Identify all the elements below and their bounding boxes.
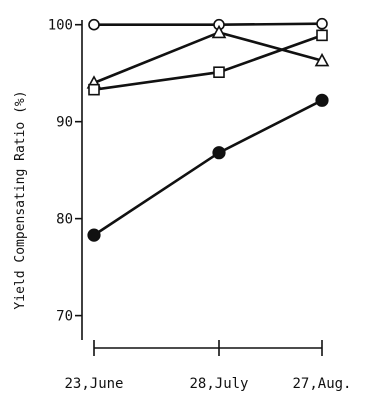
- series-group: [86, 17, 330, 242]
- data-point-filled-circle: [87, 228, 101, 242]
- y-tick-label: 90: [56, 115, 73, 131]
- series-line: [93, 31, 323, 85]
- x-tick-label: 23,June: [64, 376, 123, 392]
- data-point-open-triangle: [314, 52, 330, 67]
- data-point-open-circle: [88, 18, 100, 31]
- series-open-square: [88, 29, 328, 96]
- x-axis: 23,June 28,July 27,Aug.: [64, 340, 352, 392]
- x-tick-label: 28,July: [189, 376, 248, 392]
- series-line: [94, 22, 323, 26]
- series-open-circle: [88, 17, 328, 31]
- y-axis: 70 80 90 100: [48, 18, 83, 340]
- data-point-filled-circle: [315, 93, 329, 107]
- data-point-open-square: [213, 66, 225, 79]
- y-tick-label: 80: [56, 212, 73, 228]
- y-tick-label: 70: [56, 309, 73, 325]
- series-line: [93, 99, 323, 237]
- data-point-filled-circle: [212, 146, 226, 160]
- data-point-open-square: [316, 29, 328, 42]
- y-tick-label: 100: [48, 18, 73, 34]
- series-filled-circle: [87, 93, 329, 242]
- data-point-open-circle: [316, 17, 328, 30]
- y-axis-title: Yield Compensating Ratio (%): [13, 90, 28, 309]
- data-point-open-triangle: [211, 24, 227, 39]
- series-open-triangle: [86, 24, 330, 89]
- data-point-open-square: [88, 83, 100, 96]
- series-line: [93, 34, 323, 91]
- x-tick-label: 27,Aug.: [292, 376, 351, 392]
